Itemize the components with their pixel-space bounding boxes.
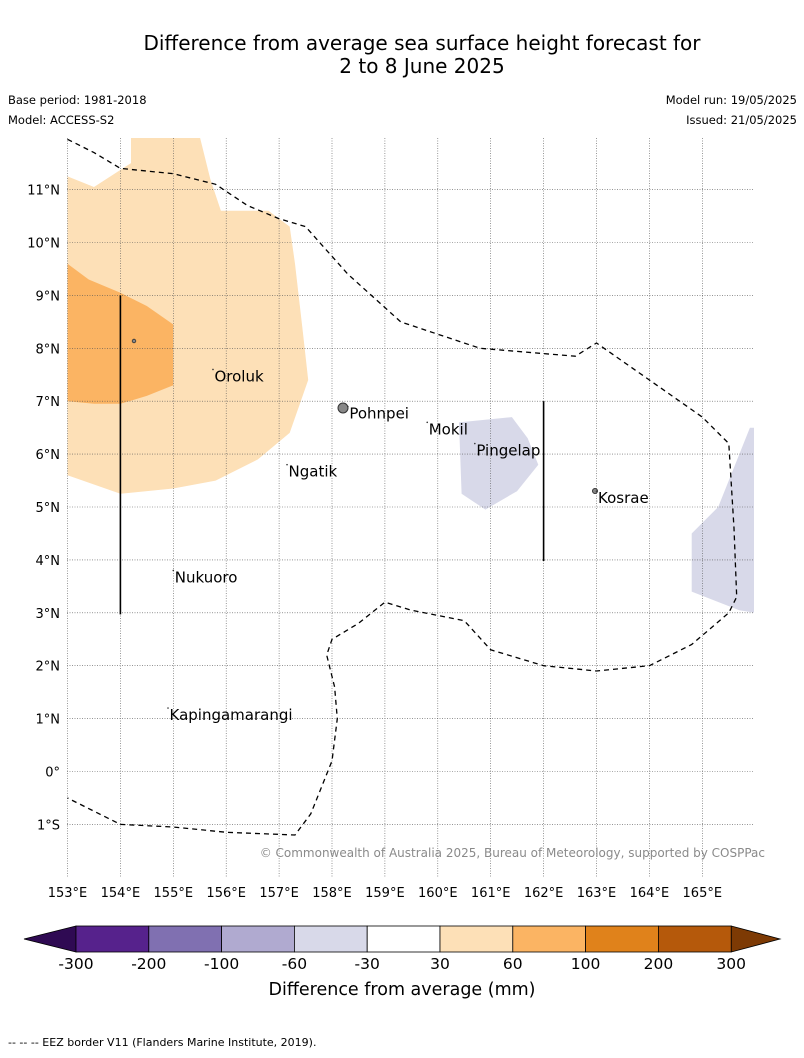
model-text: Model: ACCESS-S2: [8, 113, 115, 127]
lon-tick-label: 165°E: [683, 886, 723, 901]
lon-tick-label: 160°E: [418, 886, 458, 901]
islands-layer: [131, 338, 598, 494]
lat-tick-label: 2°N: [36, 660, 61, 675]
colorbar-tick-label: -100: [204, 955, 239, 973]
place-label-nukuoro: Nukuoro: [175, 568, 238, 586]
colorbar-tick-label: -60: [282, 955, 307, 973]
lat-tick-label: 1°N: [36, 713, 61, 728]
place-marker: [172, 569, 175, 572]
pohnpei-island: [337, 402, 349, 414]
lat-tick-label: 6°N: [36, 448, 61, 463]
colorbar-tick-label: -300: [58, 955, 93, 973]
colorbar-swatch: [221, 925, 295, 953]
lat-tick-label: 4°N: [36, 554, 61, 569]
title-line-2: 2 to 8 June 2025: [339, 54, 505, 78]
place-marker: [595, 490, 598, 492]
colorbar-tick-label: 100: [571, 955, 601, 973]
lat-tick-label: 10°N: [27, 237, 60, 252]
lon-tick-label: 158°E: [312, 886, 352, 901]
lat-tick-label: 7°N: [36, 395, 61, 410]
colorbar-swatch: [293, 925, 368, 953]
colorbar-swatch: [439, 925, 514, 953]
colorbar-tick-label: 200: [644, 955, 674, 973]
colorbar: -300 -200 -100 -60 -30 30 60 100 200 300 Differen…: [23, 925, 782, 1000]
colorbar-swatch: [148, 925, 223, 953]
place-label-kosrae: Kosrae: [598, 489, 649, 507]
lat-tick-label: 11°N: [27, 184, 60, 199]
place-marker: [426, 421, 429, 424]
lon-tick-label: 156°E: [206, 886, 246, 901]
kosrae-island: [592, 488, 598, 494]
lon-tick-label: 163°E: [577, 886, 617, 901]
colorbar-tick-label: -30: [355, 955, 380, 973]
colorbar-extend-low: [23, 925, 77, 953]
lon-tick-label: 157°E: [259, 886, 299, 901]
anomaly-shading-layer: [67, 138, 754, 613]
eez-border-layer: [67, 138, 738, 836]
copyright-notice: © Commonwealth of Australia 2025, Bureau…: [260, 846, 765, 860]
place-label-ngatik: Ngatik: [289, 463, 338, 481]
colorbar-swatches: [23, 925, 782, 953]
colorbar-swatch: [366, 925, 441, 953]
lon-tick-label: 161°E: [471, 886, 511, 901]
place-marker: [347, 405, 349, 408]
colorbar-tick-label: 30: [430, 955, 450, 973]
model-run-text: Model run: 19/05/2025: [665, 93, 797, 107]
lat-tick-label: 9°N: [36, 289, 61, 304]
place-marker: [286, 463, 288, 466]
base-period-text: Base period: 1981-2018: [8, 93, 147, 107]
lat-tick-label: 0°: [45, 766, 60, 781]
map-title: Difference from average sea surface heig…: [0, 32, 804, 78]
colorbar-ticks: -300 -200 -100 -60 -30 30 60 100 200 300: [58, 955, 746, 973]
colorbar-swatch: [658, 925, 732, 953]
place-label-kapingamarangi: Kapingamarangi: [170, 706, 293, 724]
small-atoll: [131, 338, 137, 344]
lat-tick-label: 3°N: [36, 607, 61, 622]
colorbar-tick-label: -200: [131, 955, 166, 973]
lon-tick-label: 155°E: [154, 886, 194, 901]
colorbar-swatch: [585, 925, 659, 953]
place-label-mokil: Mokil: [429, 420, 468, 438]
colorbar-tick-label: 60: [503, 955, 523, 973]
title-line-1: Difference from average sea surface heig…: [143, 31, 701, 55]
colorbar-swatch: [75, 925, 150, 953]
vertical-bars-layer: [119, 295, 545, 615]
lat-tick-label: 8°N: [36, 342, 61, 357]
axis-labels-layer: 11°N 10°N 9°N 8°N 7°N 6°N 5°N 4°N 3°N 2°N 1°N 0° 1°S…: [27, 184, 722, 901]
place-marker: [474, 442, 476, 445]
lon-tick-label: 164°E: [630, 886, 670, 901]
lon-tick-label: 153°E: [48, 886, 88, 901]
eez-footnote: -- -- -- EEZ border V11 (Flanders Marine…: [8, 1036, 317, 1049]
anomaly-region-3: [459, 417, 539, 510]
place-label-pingelap: Pingelap: [476, 442, 540, 460]
eez-border-line: [67, 138, 738, 836]
colorbar-title: Difference from average (mm): [268, 980, 535, 1000]
colorbar-swatch: [512, 925, 586, 953]
lat-tick-label: 5°N: [36, 501, 61, 516]
lon-tick-label: 159°E: [365, 886, 405, 901]
place-label-oroluk: Oroluk: [214, 367, 263, 385]
lon-tick-label: 154°E: [101, 886, 141, 901]
place-label-pohnpei: Pohnpei: [349, 404, 409, 422]
lat-tick-label: 1°S: [37, 818, 60, 833]
sea-height-map: Oroluk Pohnpei Mokil Pingelap Ngatik Kosrae Nu…: [27, 138, 765, 901]
anomaly-region-4: [691, 427, 754, 613]
colorbar-extend-high: [730, 925, 782, 953]
issued-text: Issued: 21/05/2025: [686, 113, 797, 127]
anomaly-region-1: [67, 138, 309, 494]
lon-tick-label: 162°E: [524, 886, 564, 901]
place-labels-layer: Oroluk Pohnpei Mokil Pingelap Ngatik Kosrae Nu…: [167, 367, 649, 724]
place-marker: [212, 368, 214, 371]
place-marker: [167, 707, 169, 709]
colorbar-tick-label: 300: [716, 955, 746, 973]
